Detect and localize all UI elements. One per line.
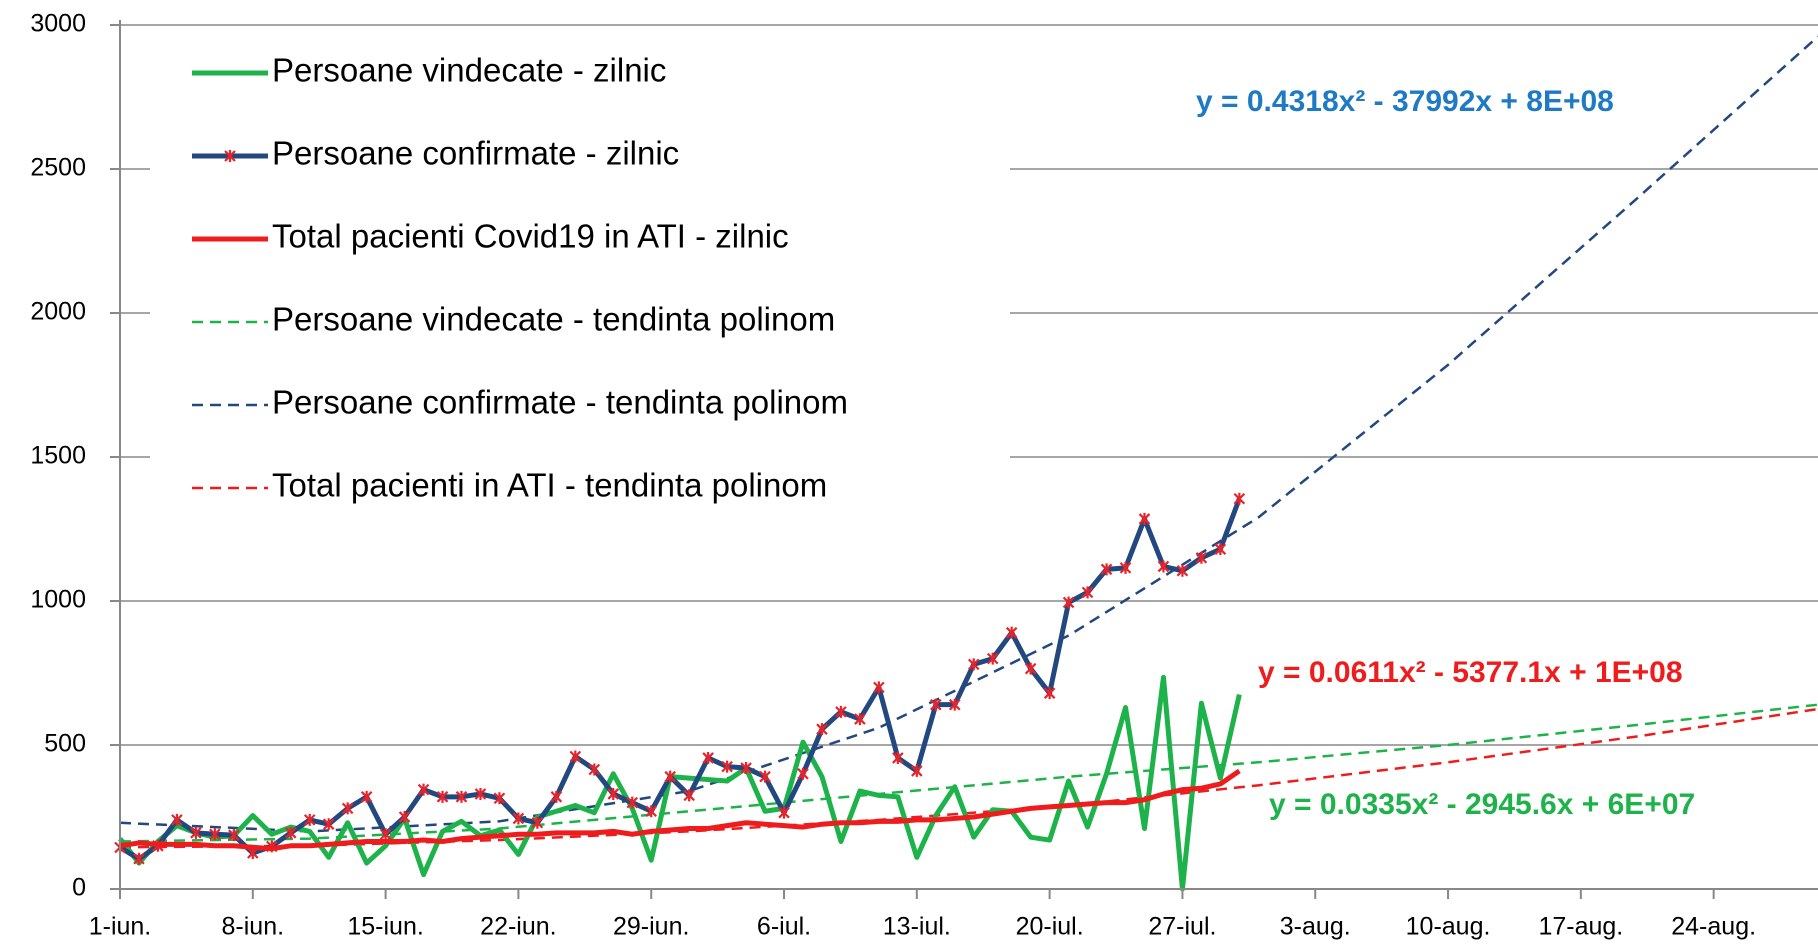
marker [664, 770, 676, 783]
marker [721, 760, 733, 773]
marker [1176, 564, 1189, 577]
marker [171, 813, 183, 826]
y-tick-label: 2500 [30, 154, 86, 182]
x-tick-label: 1-iun. [89, 913, 152, 941]
marker [379, 828, 392, 841]
marker [341, 802, 354, 815]
marker [1157, 560, 1170, 573]
marker [607, 787, 620, 800]
marker [683, 789, 695, 802]
marker [322, 818, 335, 831]
marker [1138, 512, 1151, 525]
x-tick-label: 29-iun. [613, 913, 689, 941]
marker [569, 750, 582, 763]
y-tick-label: 0 [72, 874, 86, 902]
legend-label: Total pacienti Covid19 in ATI - zilnic [272, 218, 789, 255]
legend-marker [224, 150, 236, 162]
marker [1233, 492, 1246, 505]
marker [797, 767, 809, 780]
legend-label: Persoane vindecate - tendinta polinom [272, 301, 835, 338]
marker [455, 790, 468, 803]
marker [228, 829, 240, 842]
marker [854, 713, 866, 726]
y-tick-label: 1000 [30, 586, 86, 614]
x-tick-label: 8-iun. [222, 913, 285, 941]
marker [740, 762, 752, 775]
marker [892, 751, 904, 764]
legend-label: Persoane confirmate - zilnic [272, 135, 679, 172]
legend-label: Persoane vindecate - zilnic [272, 52, 666, 89]
data-line [118, 674, 1242, 892]
trend-line [119, 707, 1818, 849]
x-tick-label: 17-aug. [1538, 913, 1623, 941]
x-tick-label: 10-aug. [1406, 913, 1491, 941]
y-tick-label: 2000 [30, 298, 86, 326]
x-tick-label: 27-iul. [1148, 913, 1216, 941]
trend-equation: y = 0.0335x² - 2945.6x + 6E+07 [1269, 788, 1695, 821]
data-line [119, 768, 1241, 852]
marker [1081, 586, 1094, 599]
marker [930, 698, 942, 711]
marker [360, 790, 373, 803]
x-tick-label: 13-iul. [883, 913, 951, 941]
marker [1043, 687, 1056, 700]
marker [1024, 662, 1037, 675]
legend-label: Total pacienti in ATI - tendinta polinom [272, 467, 827, 504]
x-tick-label: 6-iul. [757, 913, 811, 941]
y-tick-label: 500 [44, 730, 86, 758]
legend: Persoane vindecate - zilnic Persoane conf… [192, 52, 1695, 821]
marker [759, 770, 771, 783]
marker [1119, 561, 1132, 574]
marker [398, 811, 411, 823]
marker [645, 805, 657, 818]
x-tick-label: 20-iul. [1016, 913, 1084, 941]
marker [303, 813, 316, 826]
axes: 0 500 1000 1500 2000 2500 3000 1-iun. 8-iun. 15-i… [30, 10, 1818, 941]
marker [133, 852, 145, 865]
marker [190, 826, 202, 839]
x-tick-label: 3-aug. [1280, 913, 1351, 941]
marker [626, 796, 639, 809]
marker [531, 816, 544, 829]
marker [1195, 551, 1208, 564]
marker [1214, 543, 1227, 556]
marker [702, 751, 714, 764]
marker [1100, 563, 1113, 576]
marker [1062, 596, 1075, 609]
marker [284, 826, 297, 839]
plot-area [114, 35, 1818, 892]
trend-line [119, 35, 1818, 833]
trend-line [119, 703, 1818, 843]
marker [967, 658, 980, 671]
trend-equation: y = 0.0611x² - 5377.1x + 1E+08 [1258, 656, 1683, 689]
marker [778, 806, 790, 819]
marker [550, 790, 563, 803]
legend-label: Persoane confirmate - tendinta polinom [272, 384, 848, 421]
legend-background [150, 30, 1010, 530]
marker [588, 763, 601, 776]
marker [493, 792, 506, 805]
y-tick-label: 3000 [30, 10, 86, 38]
marker [474, 787, 487, 800]
trend-equation: y = 0.4318x² - 37992x + 8E+08 [1196, 85, 1614, 118]
marker [873, 681, 885, 694]
marker [417, 783, 430, 796]
marker [512, 812, 525, 825]
marker [911, 764, 923, 777]
marker [986, 652, 999, 665]
x-tick-label: 24-aug. [1671, 913, 1756, 941]
marker [835, 705, 847, 718]
marker [948, 698, 961, 711]
marker [816, 723, 828, 736]
marker [209, 828, 221, 841]
marker [436, 790, 449, 803]
y-tick-label: 1500 [30, 442, 86, 470]
x-tick-label: 22-iun. [480, 913, 556, 941]
marker [1005, 626, 1018, 639]
x-tick-label: 15-iun. [347, 913, 423, 941]
